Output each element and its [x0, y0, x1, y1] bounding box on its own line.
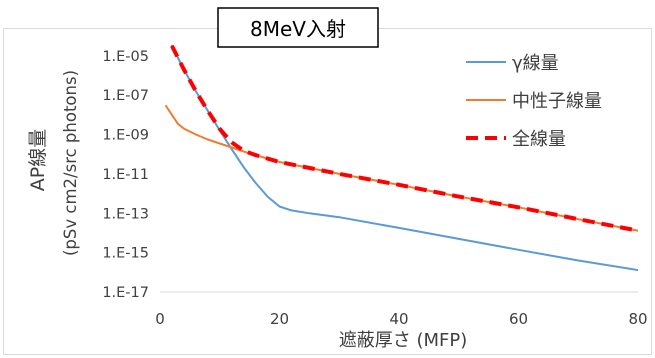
- chart-title-box: [217, 7, 379, 48]
- series-line: [170, 44, 638, 272]
- x-tick-label: 0: [155, 310, 165, 328]
- y-tick-label: 1.E-15: [102, 246, 149, 262]
- y-tick-label: 1.E-07: [102, 88, 149, 104]
- x-tick-label: 40: [389, 310, 408, 328]
- legend-label: 中性子線量: [512, 91, 602, 112]
- x-axis-label: 遮蔽厚さ (MFP): [339, 330, 468, 351]
- y-tick-label: 1.E-09: [102, 128, 149, 144]
- y-axis-label-line1: AP線量: [27, 129, 49, 191]
- y-tick-label: 1.E-11: [102, 167, 149, 183]
- y-tick-label: 1.E-13: [102, 206, 149, 222]
- chart-title-text: 8MeV入射: [250, 17, 346, 41]
- x-tick-label: 60: [509, 310, 528, 328]
- series-line: [170, 44, 638, 233]
- y-tick-label: 1.E-17: [102, 285, 149, 301]
- x-tick-label: 80: [628, 310, 647, 328]
- chart-border: [3, 28, 652, 355]
- legend-label: 全線量: [512, 129, 566, 150]
- y-axis-label-line2: (pSv cm2/src photons): [61, 70, 80, 256]
- chart-title: 8MeV入射: [217, 7, 379, 48]
- x-tick-labels: 0 20 40 60 80: [155, 310, 647, 328]
- y-tick-labels: 1.E-05 1.E-07 1.E-09 1.E-11 1.E-13 1.E-15 1.E-…: [102, 49, 149, 301]
- x-tick-label: 20: [270, 310, 289, 328]
- y-tick-label: 1.E-05: [102, 49, 149, 65]
- legend-label: γ線量: [512, 53, 559, 74]
- plot-area: [165, 44, 638, 272]
